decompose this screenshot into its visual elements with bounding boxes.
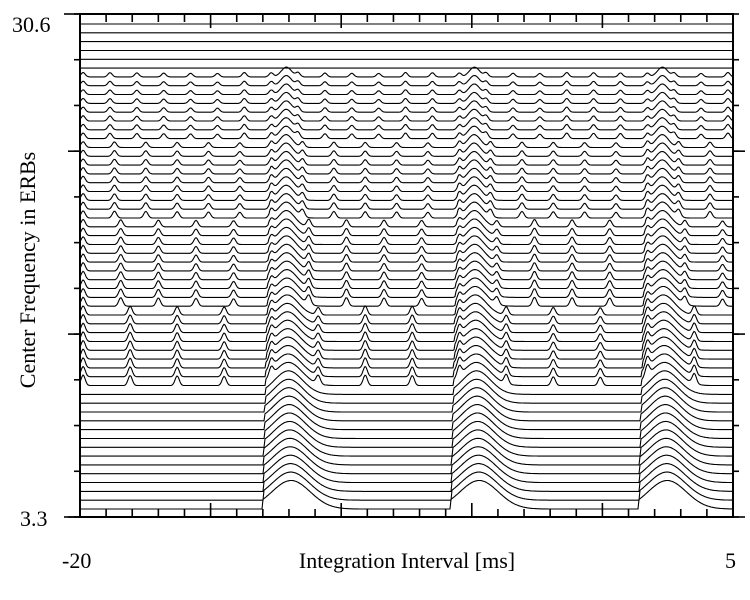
trace-line	[79, 201, 733, 219]
x-axis-label: Integration Interval [ms]	[298, 548, 516, 573]
trace-line	[79, 176, 733, 193]
y-axis-label: Center Frequency in ERBs	[15, 151, 40, 389]
trace-line	[79, 167, 733, 184]
trace-line	[79, 269, 733, 290]
trace-line	[79, 294, 733, 316]
trace-line	[79, 100, 734, 113]
trace-line	[79, 91, 734, 104]
trace-line	[79, 193, 733, 210]
trace-line	[80, 412, 733, 440]
trace-line	[79, 302, 733, 325]
trace-line	[80, 429, 733, 457]
trace-line	[79, 235, 733, 254]
trace-line	[79, 277, 733, 298]
plot-frame	[79, 13, 734, 518]
trace-line	[79, 260, 733, 281]
trace-line	[79, 83, 734, 96]
trace-line	[79, 125, 734, 140]
trace-line	[79, 218, 733, 237]
trace-line	[79, 108, 734, 122]
trace-line	[79, 361, 733, 387]
trace-line	[79, 159, 733, 175]
trace-line	[80, 420, 733, 448]
y-tick-label-bottom: 3.3	[20, 506, 48, 531]
trace-group	[79, 23, 734, 510]
trace-line	[80, 404, 733, 431]
trace-line	[79, 150, 733, 166]
trace-line	[80, 463, 733, 492]
trace-line	[80, 454, 733, 484]
trace-line	[79, 353, 733, 378]
tick-group	[64, 13, 745, 518]
trace-line	[80, 370, 733, 395]
trace-line	[79, 184, 733, 201]
trace-line	[80, 387, 733, 413]
trace-line	[80, 395, 733, 422]
trace-line	[79, 209, 733, 228]
plot-border	[79, 13, 734, 518]
x-tick-label-left: -20	[62, 548, 92, 573]
trace-line	[79, 252, 733, 272]
trace-line	[79, 285, 733, 307]
trace-line	[79, 319, 733, 343]
trace-line	[80, 437, 733, 466]
trace-line	[79, 117, 734, 131]
trace-line	[79, 226, 733, 246]
trace-line	[80, 446, 733, 475]
trace-line	[79, 328, 733, 351]
trace-line	[80, 378, 733, 404]
x-tick-label-right: 5	[725, 548, 736, 573]
trace-line	[79, 66, 734, 78]
trace-line	[80, 471, 733, 501]
trace-line	[79, 311, 733, 334]
trace-line	[79, 134, 733, 149]
trace-line	[79, 75, 734, 87]
trace-line	[79, 344, 733, 369]
trace-line	[79, 336, 733, 360]
y-tick-label-top: 30.6	[12, 12, 51, 37]
trace-line	[80, 479, 733, 510]
trace-line	[79, 142, 733, 157]
trace-line	[79, 243, 733, 263]
